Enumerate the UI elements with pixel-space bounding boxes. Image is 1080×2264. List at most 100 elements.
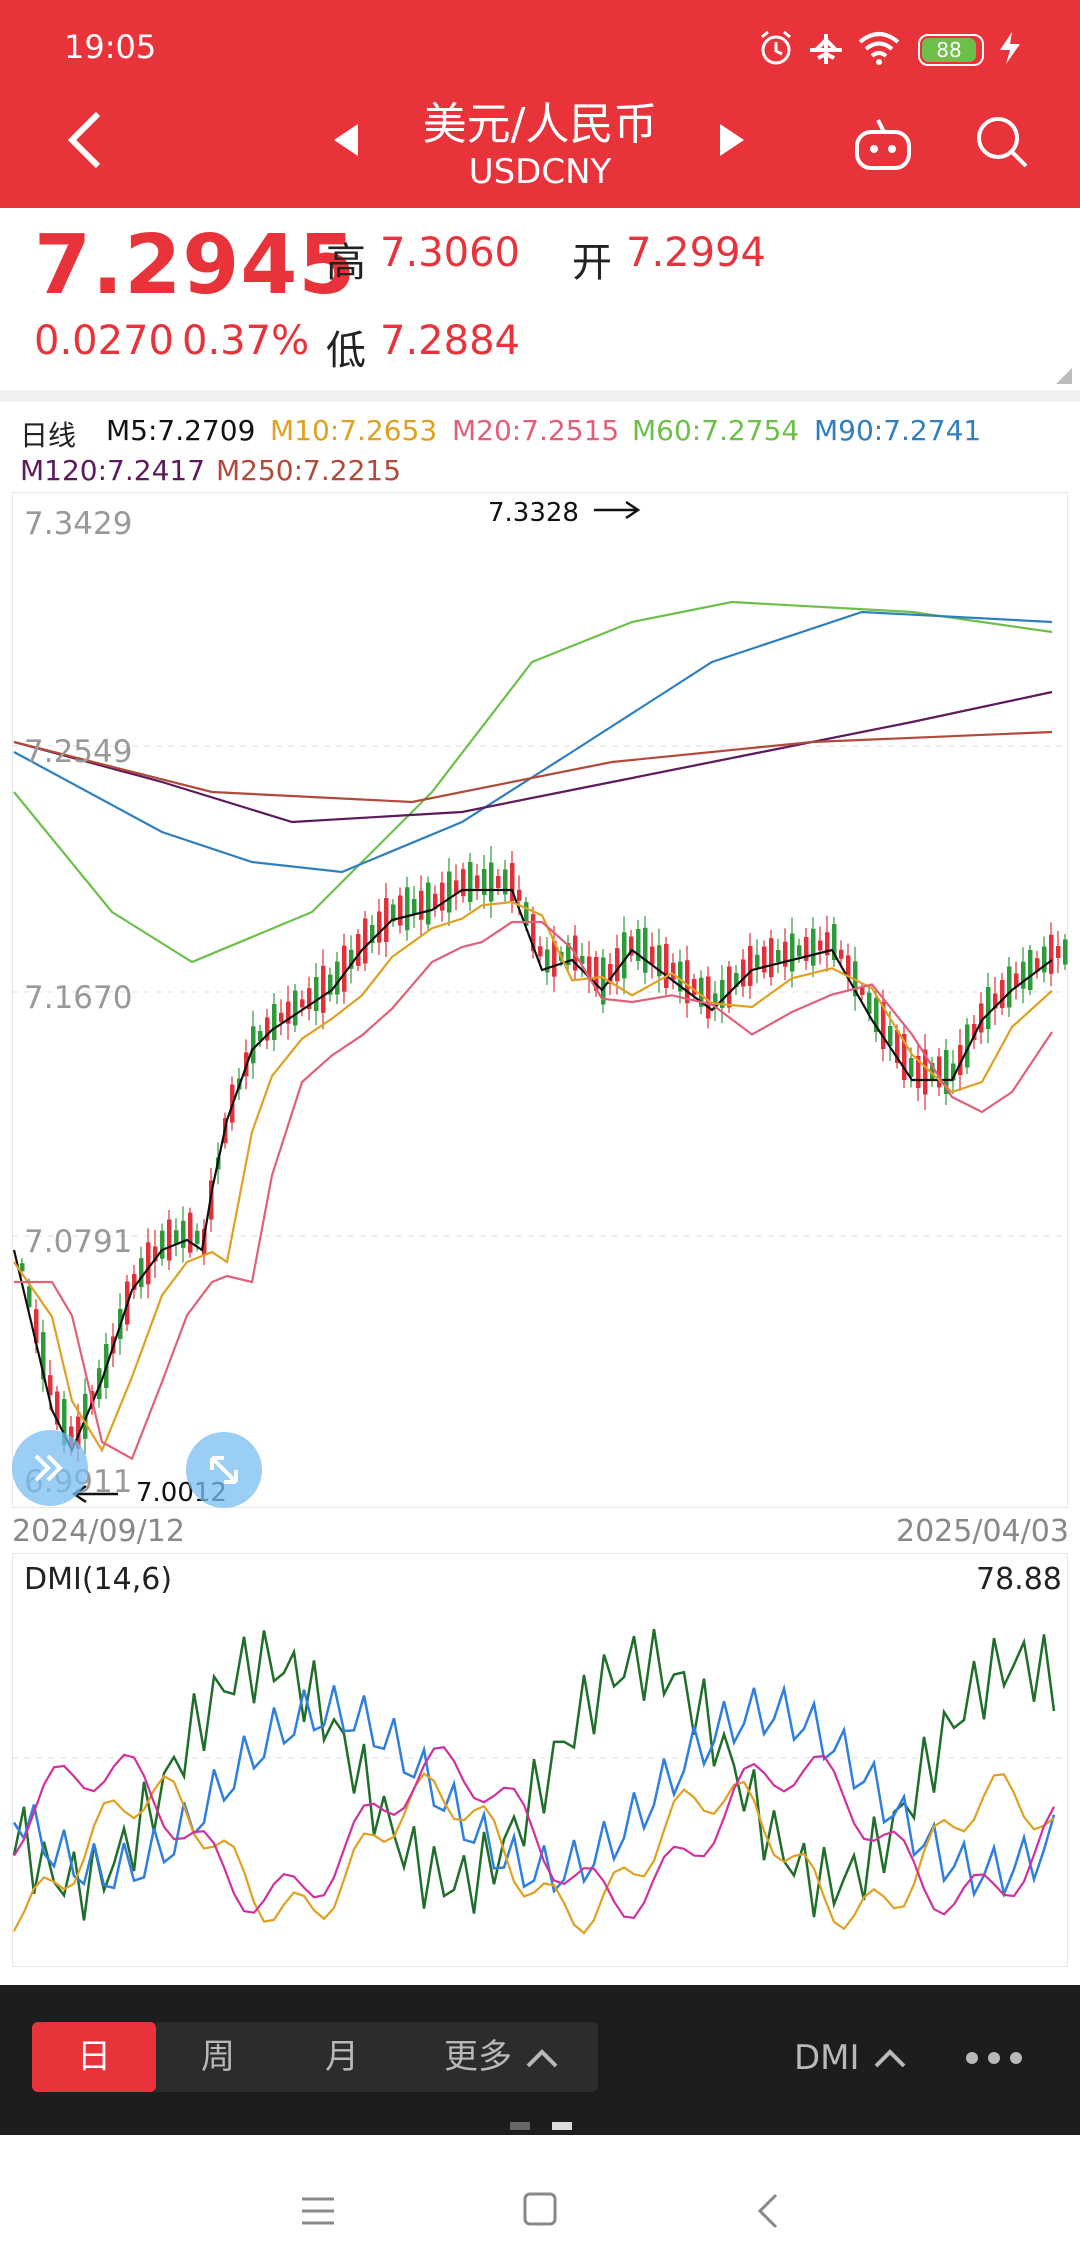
candle-body <box>629 936 634 956</box>
candle-body <box>475 875 480 889</box>
max-arrow-icon <box>594 500 641 520</box>
y-tick-4: 7.0791 <box>24 1224 133 1260</box>
candle-body <box>1049 934 1054 974</box>
candle-body <box>692 979 697 995</box>
dmi-chart[interactable] <box>12 1553 1068 1967</box>
tab-day[interactable]: 日 <box>32 2022 156 2092</box>
candle-body <box>377 911 382 943</box>
page-dot-1 <box>510 2122 530 2130</box>
candle-body <box>167 1219 172 1261</box>
candle-body <box>391 904 396 922</box>
ma120-label: M120:7.2417 <box>20 454 206 487</box>
kline-chart[interactable] <box>12 492 1068 1508</box>
candle-body <box>454 880 459 895</box>
candle-body <box>895 1030 900 1063</box>
tab-month[interactable]: 月 <box>325 2037 359 2077</box>
kline-plot <box>12 600 1068 1462</box>
page-title: 美元/人民币 <box>422 99 658 150</box>
candle-body <box>349 949 354 969</box>
candle-body <box>881 1002 886 1049</box>
candle-body <box>776 950 781 962</box>
candle-body <box>951 1063 956 1081</box>
candle-body <box>293 990 298 1026</box>
candle-body <box>1056 946 1061 958</box>
ma-line-m250 <box>13 730 1053 804</box>
dmi-adxr-line <box>12 1683 1056 1899</box>
candle-body <box>1007 966 1012 1008</box>
status-time: 19:05 <box>64 28 157 66</box>
candle-body <box>489 862 494 902</box>
candle-body <box>874 998 879 1032</box>
home-icon[interactable] <box>522 2191 558 2229</box>
candle-body <box>426 882 431 925</box>
open-value: 7.2994 <box>626 230 766 276</box>
candle-body <box>328 974 333 995</box>
candle-body <box>510 863 515 901</box>
chevron-up-icon[interactable] <box>524 2042 560 2072</box>
symbol-code: USDCNY <box>468 152 612 192</box>
candle-body <box>720 980 725 1008</box>
candle-body <box>965 1024 970 1068</box>
candle-body <box>979 1003 984 1033</box>
candle-body <box>195 1230 200 1244</box>
scroll-left-button[interactable] <box>12 1430 88 1506</box>
candle-body <box>902 1034 907 1080</box>
indicator-chevron-up-icon[interactable] <box>872 2042 908 2072</box>
ma20-label: M20:7.2515 <box>452 414 620 447</box>
candle-body <box>286 1001 291 1024</box>
ma-line-m20 <box>14 920 1053 1461</box>
open-label: 开 <box>572 240 612 286</box>
candle-body <box>1042 946 1047 973</box>
candle-body <box>412 899 417 915</box>
prev-symbol-icon[interactable] <box>330 122 360 158</box>
candle-body <box>615 948 620 982</box>
back-arrow-icon[interactable] <box>62 110 106 170</box>
candle-body <box>27 1286 32 1308</box>
candle-body <box>860 987 865 995</box>
candle-body <box>727 966 732 1008</box>
candle-body <box>923 1049 928 1095</box>
candle-body <box>699 977 704 1007</box>
candle-body <box>419 890 424 920</box>
section-divider <box>0 390 1080 402</box>
fullscreen-button[interactable] <box>186 1432 262 1508</box>
candle-body <box>972 1024 977 1040</box>
dmi-plot <box>12 1628 1068 1935</box>
candle-body <box>832 924 837 960</box>
tab-more[interactable]: 更多 <box>444 2037 512 2077</box>
candle-body <box>160 1230 165 1259</box>
candle-body <box>370 925 375 943</box>
candle-body <box>531 914 536 952</box>
candle-body <box>566 943 571 965</box>
candle-body <box>769 938 774 978</box>
expand-icon <box>210 1456 238 1484</box>
ma-line-m5 <box>12 888 1053 1453</box>
candle-body <box>517 889 522 901</box>
candle-body <box>713 993 718 1009</box>
ma250-label: M250:7.2215 <box>216 454 402 487</box>
robot-assistant-icon[interactable] <box>852 116 914 172</box>
max-price-marker: 7.3328 <box>488 498 579 528</box>
header-bar: 19:05 88 美元/人民币 USDCNY <box>0 0 1080 208</box>
menu-icon[interactable] <box>298 2193 338 2229</box>
candle-body <box>41 1332 46 1380</box>
candle-body <box>181 1220 186 1248</box>
candle-body <box>762 946 767 973</box>
back-icon[interactable] <box>752 2191 782 2231</box>
indicator-select[interactable]: DMI <box>794 2038 860 2078</box>
candle-body <box>734 973 739 987</box>
more-options-icon[interactable] <box>962 2044 1026 2074</box>
ma90-label: M90:7.2741 <box>814 414 982 447</box>
candle-body <box>797 945 802 957</box>
candle-body <box>20 1263 25 1272</box>
candle-body <box>272 1004 277 1040</box>
tab-week[interactable]: 周 <box>201 2037 235 2077</box>
next-symbol-icon[interactable] <box>718 122 748 158</box>
search-icon[interactable] <box>974 114 1030 172</box>
candle-body <box>650 946 655 965</box>
candle-body <box>1014 973 1019 988</box>
candle-body <box>55 1391 60 1425</box>
candle-body <box>937 1056 942 1088</box>
candle-body <box>748 946 753 986</box>
candle-body <box>398 895 403 926</box>
